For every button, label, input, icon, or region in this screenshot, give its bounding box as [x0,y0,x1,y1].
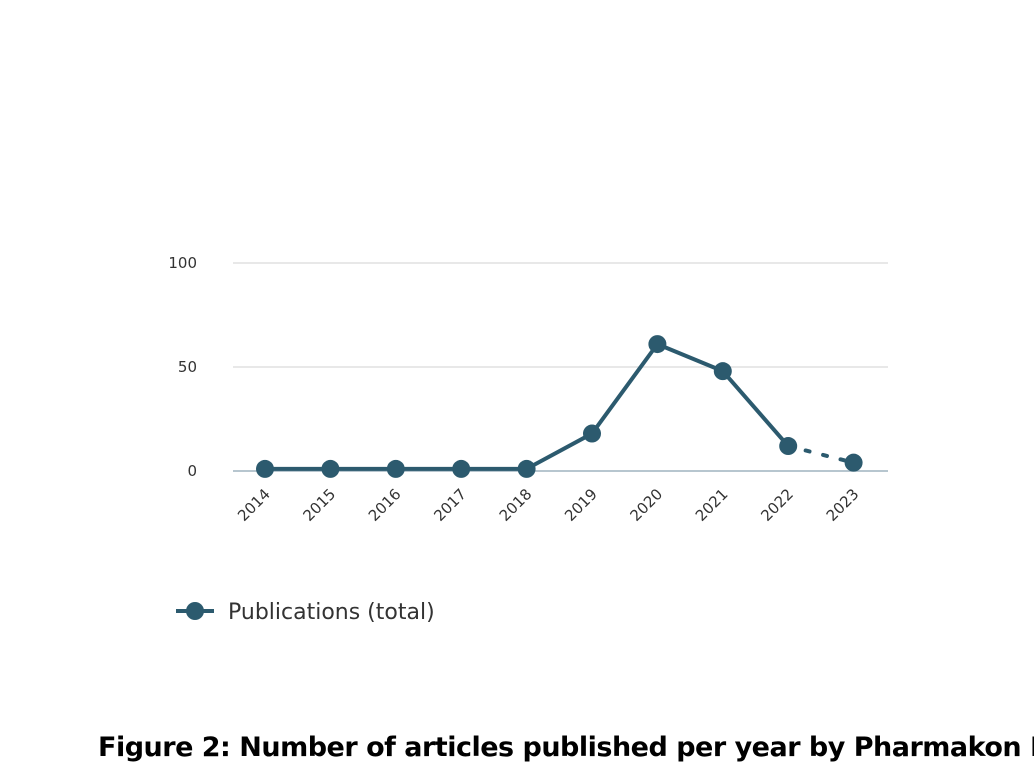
grid-layer [233,262,888,472]
x-tick-label: 2014 [234,485,274,525]
data-point-2022 [779,437,798,456]
x-tick-label: 2016 [365,485,405,525]
x-tick-label: 2022 [757,485,797,525]
x-tick-label: 2021 [692,485,732,525]
series-line [265,342,790,471]
y-axis-ticks: 0 50 100 [168,254,197,480]
legend-marker-swatch [186,602,204,620]
x-tick-label: 2018 [496,485,536,525]
x-tick-label: 2019 [561,485,601,525]
x-tick-label: 2015 [299,485,339,525]
data-point-2017 [452,459,471,478]
data-point-2019 [583,424,601,443]
figure-caption: Figure 2: Number of articles published p… [98,732,1034,763]
data-point-2016 [386,459,405,478]
legend-label: Publications (total) [228,600,435,625]
x-axis-ticks: 2014 2015 2016 2017 2018 2019 2020 2021 2022 2023 [234,485,862,525]
data-point-2015 [321,459,340,478]
x-tick-label: 2023 [823,485,863,525]
data-point-2018 [517,459,536,478]
y-tick-label: 100 [168,254,197,272]
data-point-2020 [648,335,667,354]
data-point-2023 [844,453,863,472]
x-tick-label: 2017 [430,485,470,525]
data-point-2014 [256,459,274,478]
x-tick-label: 2020 [626,485,666,525]
data-point-2021 [713,362,732,381]
series-publications-total [256,335,863,478]
y-tick-label: 0 [187,462,197,480]
series-line-dashed [786,444,856,465]
legend: Publications (total) [176,600,435,625]
y-tick-label: 50 [178,358,197,376]
